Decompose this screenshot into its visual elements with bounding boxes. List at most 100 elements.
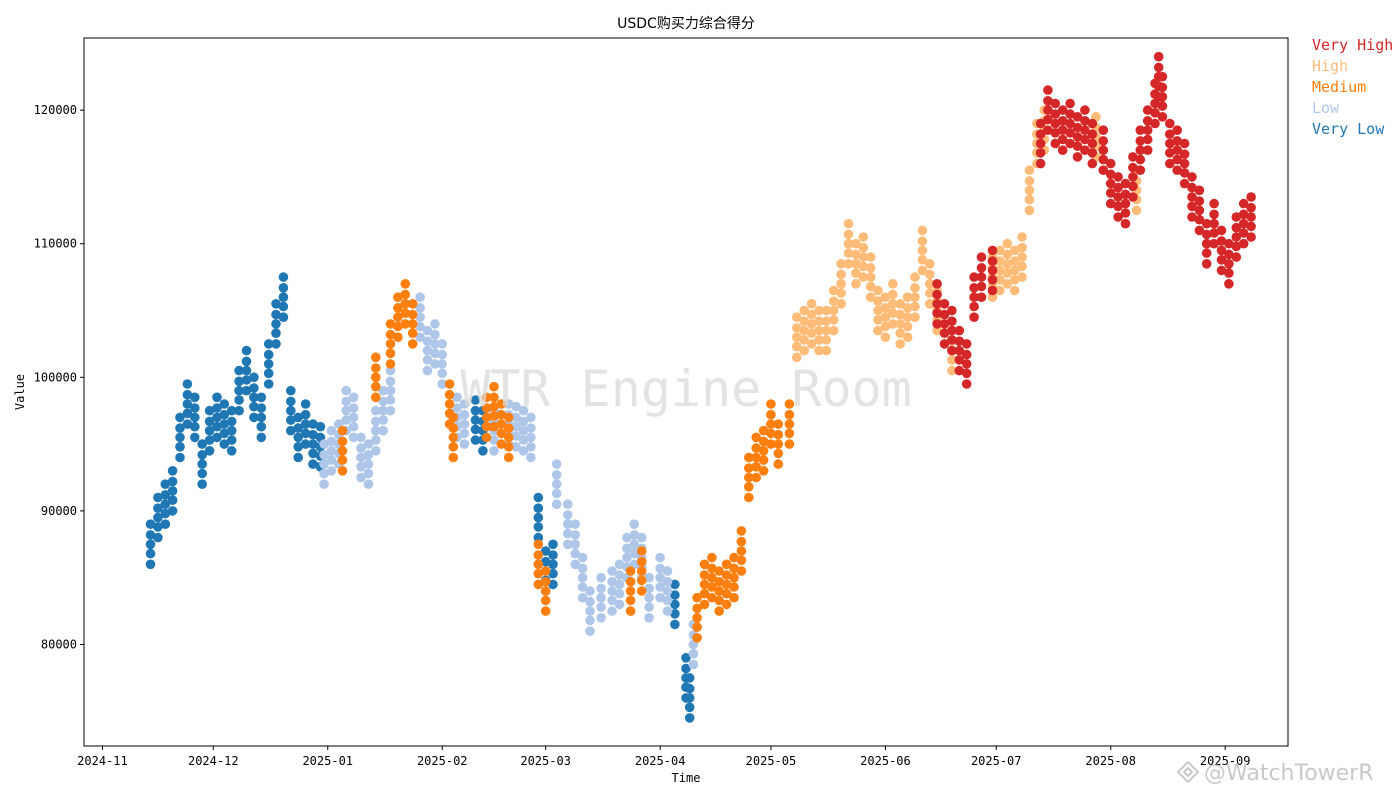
data-point: [511, 401, 521, 412]
data-point: [577, 592, 588, 603]
data-point: [356, 432, 366, 443]
data-point: [1209, 228, 1219, 238]
data-point: [961, 339, 972, 349]
data-point: [758, 466, 769, 476]
data-point: [614, 599, 625, 610]
data-point: [688, 659, 699, 670]
data-point: [1238, 228, 1249, 238]
data-point: [888, 299, 898, 309]
data-point: [448, 452, 459, 463]
data-point: [792, 352, 802, 363]
data-point: [226, 416, 237, 427]
legend-entry: Very Low: [1312, 120, 1385, 138]
data-point: [1120, 208, 1131, 218]
data-point: [1057, 134, 1068, 145]
data-point: [197, 439, 207, 449]
data-point: [939, 299, 950, 309]
data-point: [814, 316, 824, 327]
data-point: [1080, 145, 1090, 155]
data-point: [865, 252, 876, 262]
data-point: [167, 486, 178, 496]
data-point: [644, 583, 654, 594]
data-point: [496, 399, 507, 409]
data-point: [1065, 128, 1075, 138]
data-point: [407, 299, 418, 309]
data-point: [400, 279, 411, 289]
y-tick-label: 120000: [34, 103, 77, 117]
data-point: [415, 292, 425, 303]
data-point: [1050, 128, 1061, 138]
data-point: [1035, 138, 1046, 149]
data-point: [969, 292, 979, 303]
data-point: [1035, 118, 1046, 129]
data-point: [954, 355, 965, 365]
data-point: [607, 606, 617, 616]
data-point: [481, 432, 492, 443]
data-point: [1231, 241, 1242, 252]
data-point: [1043, 85, 1053, 95]
data-point: [766, 409, 776, 420]
data-point: [1002, 268, 1013, 278]
data-point: [1105, 158, 1116, 169]
data-point: [976, 252, 987, 262]
data-point: [489, 446, 499, 456]
data-point: [858, 232, 869, 242]
data-point: [1080, 134, 1090, 145]
data-point: [1113, 201, 1123, 212]
data-point: [773, 419, 784, 429]
data-point: [1209, 238, 1219, 249]
data-point: [773, 429, 784, 440]
x-axis: 2024-11 2024-12 2025-01 2025-02 2025-03 2025-…: [77, 746, 1251, 768]
data-point: [190, 421, 200, 432]
data-point: [714, 566, 724, 576]
data-point: [437, 339, 448, 349]
data-point: [341, 405, 352, 416]
scatter-points: [145, 51, 1256, 723]
data-point: [1135, 145, 1146, 155]
data-point: [371, 446, 381, 456]
data-point: [300, 419, 311, 429]
data-point: [1120, 198, 1131, 209]
data-point: [489, 411, 499, 421]
data-point: [851, 279, 861, 289]
data-point: [784, 399, 795, 409]
data-point: [577, 572, 588, 583]
data-point: [219, 419, 230, 429]
data-point: [821, 316, 832, 327]
data-point: [293, 412, 304, 423]
data-point: [947, 316, 957, 327]
data-point: [430, 359, 440, 369]
data-point: [1157, 112, 1168, 122]
data-point: [241, 385, 252, 396]
data-point: [629, 548, 640, 559]
data-point: [533, 532, 544, 543]
data-point: [293, 452, 304, 463]
data-point: [489, 421, 499, 432]
data-point: [1142, 116, 1153, 126]
data-point: [895, 328, 905, 339]
data-point: [503, 412, 514, 423]
x-tick-label: 2025-04: [635, 754, 686, 768]
data-point: [910, 301, 920, 312]
data-point: [511, 421, 521, 432]
data-point: [814, 305, 824, 316]
data-point: [1179, 178, 1190, 189]
data-point: [167, 476, 178, 487]
data-point: [459, 399, 470, 409]
data-point: [707, 563, 717, 574]
data-point: [448, 442, 459, 452]
data-point: [744, 492, 754, 503]
data-point: [910, 292, 920, 303]
data-point: [766, 428, 776, 439]
data-point: [828, 296, 839, 307]
data-point: [503, 423, 514, 433]
data-point: [278, 283, 289, 293]
data-point: [1065, 109, 1075, 119]
data-point: [1035, 158, 1046, 169]
data-point: [1238, 238, 1249, 249]
data-point: [540, 546, 551, 556]
data-point: [570, 539, 580, 550]
data-point: [636, 586, 647, 596]
data-point: [714, 595, 724, 606]
data-point: [337, 425, 348, 436]
